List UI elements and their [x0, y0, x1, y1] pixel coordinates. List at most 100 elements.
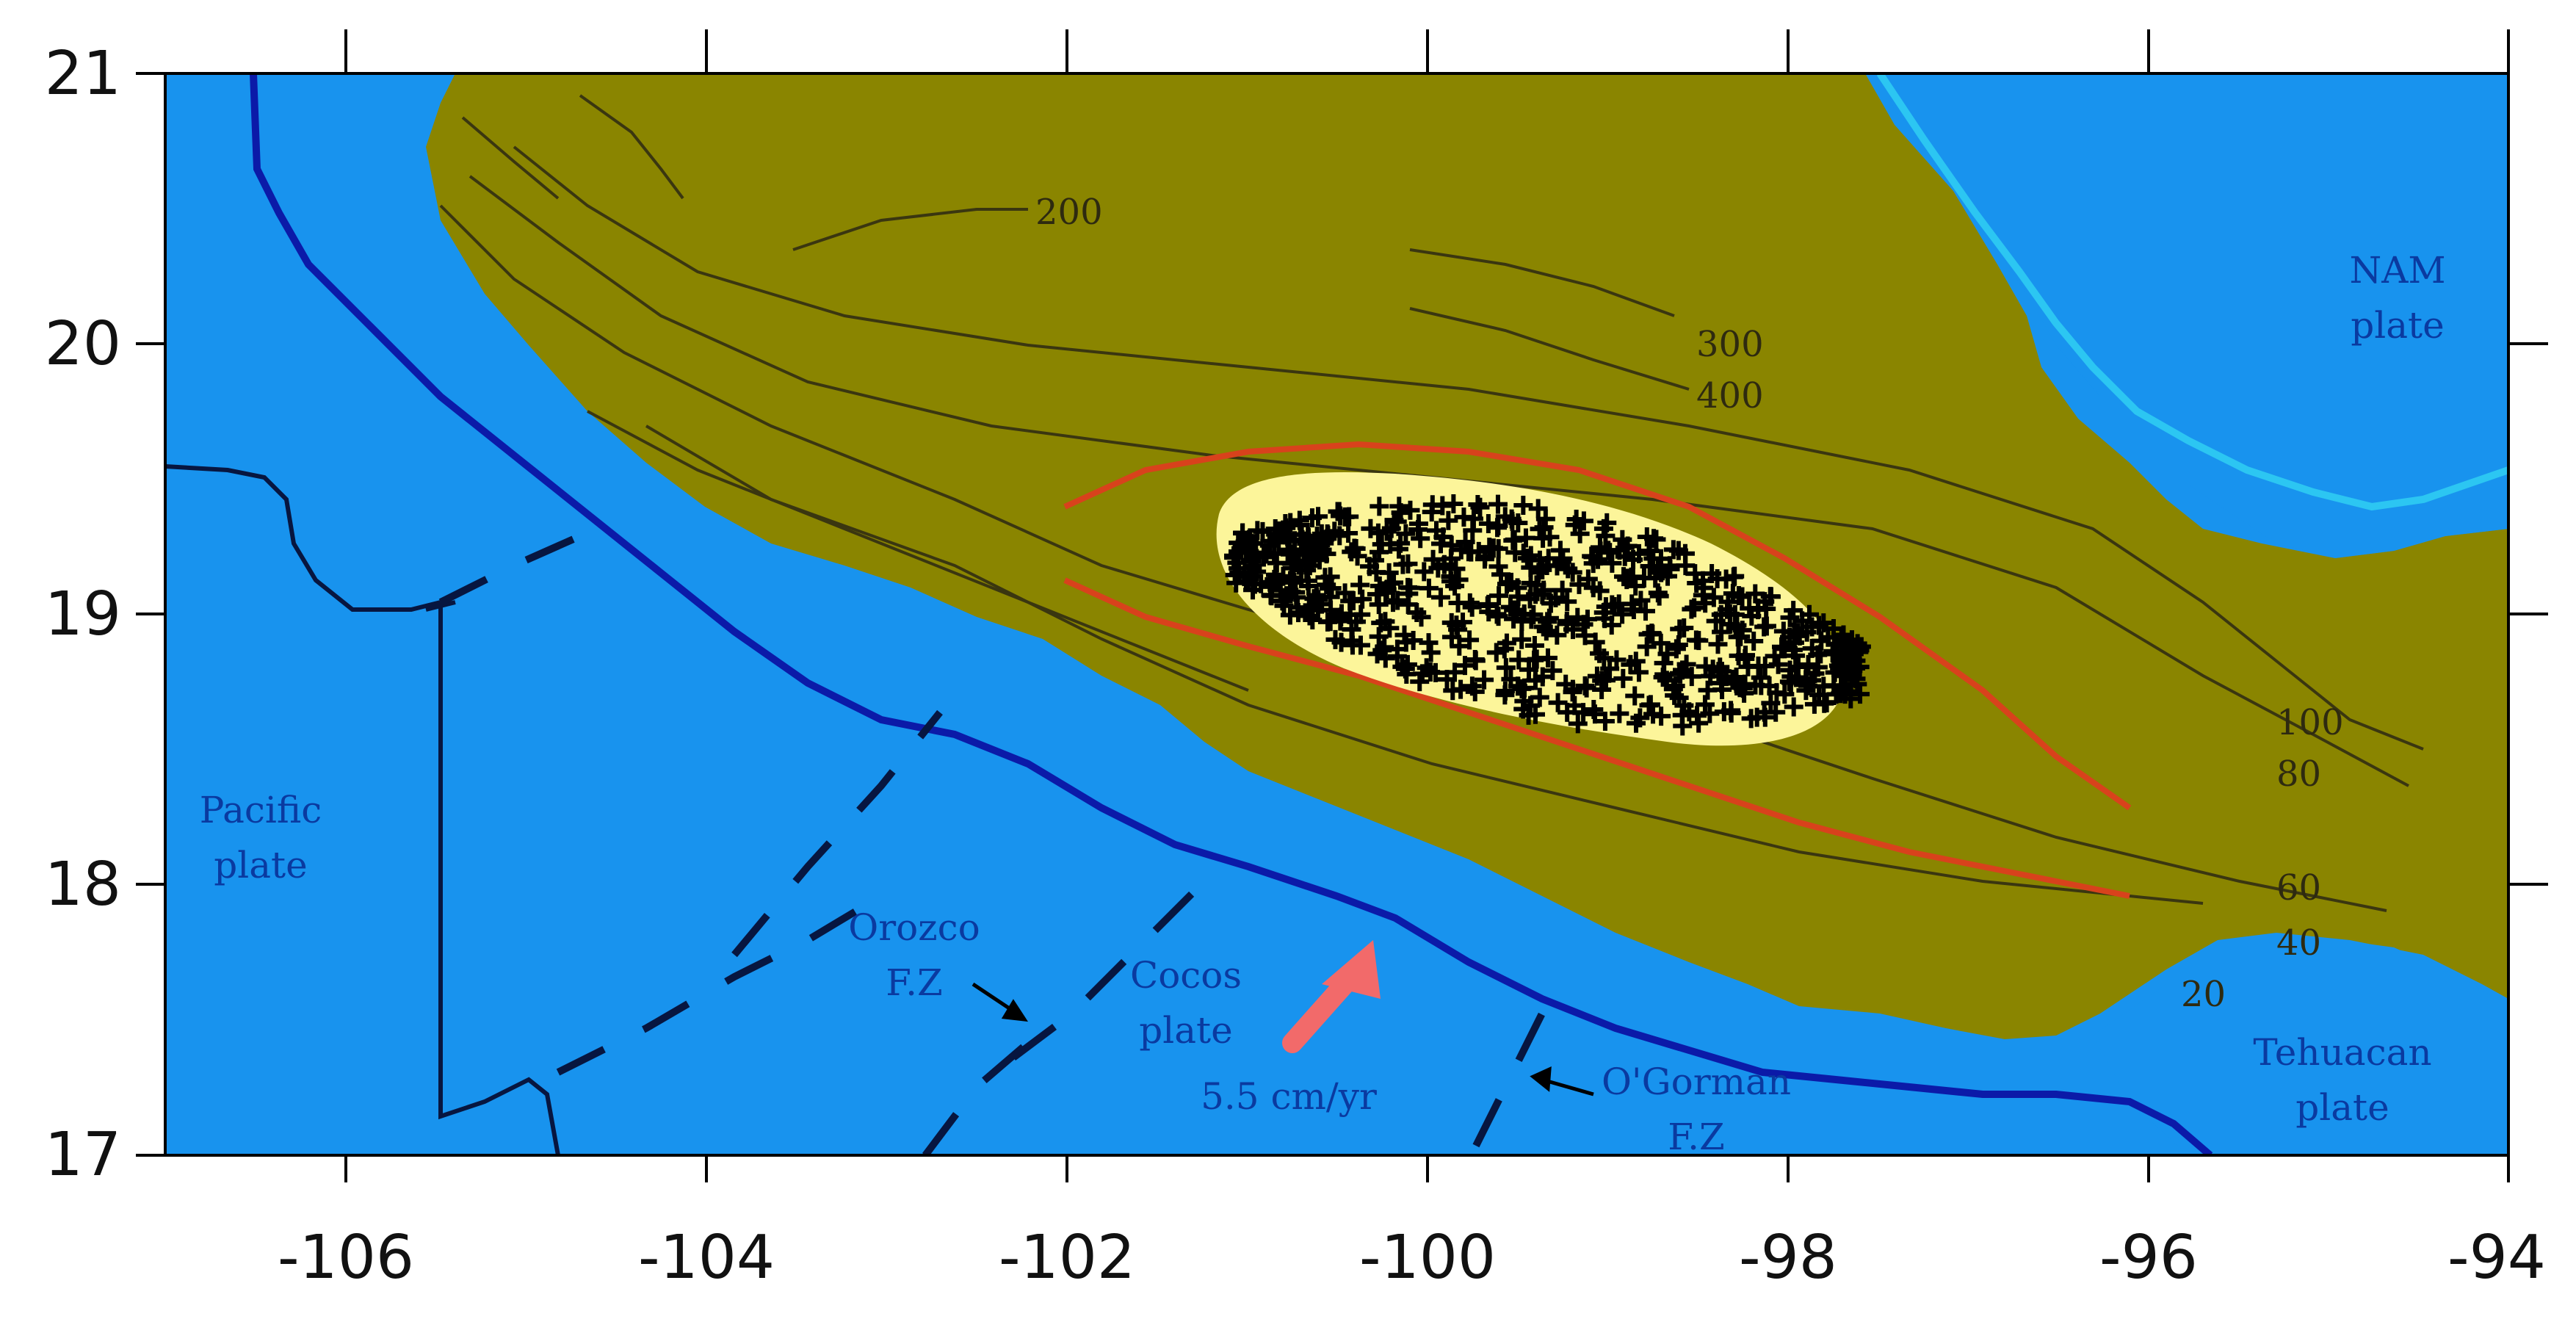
event-cross: [1470, 497, 1490, 517]
event-cross: [1626, 576, 1646, 596]
contour-label-60: 60: [2276, 867, 2321, 908]
event-cross: [1583, 578, 1603, 598]
contour-label-80: 80: [2276, 754, 2321, 795]
event-cross: [1809, 615, 1829, 635]
event-cross: [1465, 650, 1485, 670]
event-cross: [1241, 550, 1261, 570]
event-cross: [1663, 679, 1683, 699]
event-cross: [1621, 654, 1640, 674]
event-cross: [1521, 573, 1541, 593]
event-cross: [1388, 590, 1408, 610]
contour-100-line: [513, 145, 2424, 751]
event-cross: [1712, 679, 1732, 699]
orozco-fz-line: [556, 892, 883, 1076]
event-cross: [1798, 654, 1818, 674]
event-cross: [1507, 600, 1527, 620]
event-cross: [1761, 693, 1781, 713]
event-cross: [1649, 586, 1669, 606]
contour-label-300: 300: [1696, 324, 1764, 365]
event-cross: [1602, 553, 1622, 573]
event-cross: [1709, 662, 1729, 682]
event-cross: [1533, 667, 1552, 687]
event-cross: [1533, 528, 1553, 548]
x-tick-label: -100: [1359, 1223, 1496, 1293]
y-tick-label: 19: [45, 579, 121, 649]
contour-upper-2: [461, 116, 560, 200]
event-cross: [1397, 664, 1417, 684]
event-cross: [1309, 550, 1329, 570]
event-cross: [1488, 494, 1508, 514]
event-cross: [1548, 693, 1568, 712]
trench-line: [250, 73, 2213, 1155]
event-cross: [1370, 496, 1389, 516]
ogorman-fz-label: O'Gorman: [1602, 1061, 1791, 1103]
event-cross: [1325, 629, 1345, 649]
orozco-arrow-head: [1001, 999, 1028, 1022]
x-tick-label: -96: [2099, 1223, 2198, 1293]
y-tick-label: 21: [45, 39, 121, 109]
event-cross: [1629, 543, 1649, 563]
contour-60-line: [439, 204, 2387, 912]
cocos-fz-line: [1011, 864, 1222, 1061]
event-cross: [1486, 643, 1506, 662]
fz-arrows: [972, 982, 1594, 1096]
ogorman-arrow-head: [1530, 1066, 1552, 1092]
event-cross: [1695, 695, 1715, 715]
x-tick-label: -106: [278, 1223, 414, 1293]
event-cross: [1408, 520, 1428, 540]
event-cross: [1419, 578, 1439, 598]
event-cross: [1718, 592, 1738, 612]
event-cross: [1558, 559, 1578, 579]
event-cross: [1372, 535, 1392, 554]
event-cross: [1744, 632, 1764, 651]
event-cross: [1489, 586, 1509, 606]
event-cross: [1525, 704, 1545, 724]
event-cross: [1557, 592, 1577, 612]
y-tick-label: 18: [45, 850, 121, 920]
event-cross: [1595, 711, 1615, 731]
y-tick-label: 20: [45, 309, 121, 379]
event-cross: [1851, 637, 1871, 657]
event-cross: [1779, 672, 1799, 692]
event-cross: [1666, 639, 1686, 659]
fracture-zones: [438, 532, 1560, 1155]
event-crosses: [1224, 494, 1871, 736]
contour-label-100: 100: [2276, 702, 2344, 743]
event-cross: [1414, 562, 1434, 582]
event-cross: [1557, 611, 1577, 631]
event-cross: [1430, 588, 1450, 607]
event-cross: [1389, 496, 1409, 516]
event-cross: [1590, 538, 1610, 557]
event-cross: [1610, 704, 1629, 723]
event-cross: [1613, 604, 1632, 624]
event-cross: [1483, 538, 1503, 558]
nam-plate-label: NAM: [2349, 249, 2445, 292]
pacific-plate-label: Pacific: [200, 789, 322, 831]
event-cross: [1370, 576, 1389, 596]
event-cross: [1410, 672, 1430, 692]
event-cross: [1411, 529, 1430, 549]
event-cross: [1329, 502, 1349, 521]
event-cross: [1574, 703, 1593, 723]
contour-300-line: [1409, 248, 1675, 317]
fz-north: [438, 532, 582, 606]
y-axis: [136, 72, 2548, 1157]
event-cross: [1590, 643, 1610, 663]
event-cross: [1462, 597, 1482, 617]
contour-400-line: [1409, 307, 1690, 391]
contour-label-20: 20: [2181, 974, 2226, 1015]
event-cross: [1736, 646, 1756, 665]
event-cross: [1361, 519, 1381, 538]
event-cross: [1462, 676, 1482, 696]
event-cross: [1504, 609, 1524, 629]
event-cross: [1596, 671, 1616, 690]
event-cross: [1302, 508, 1322, 528]
event-cross: [1653, 668, 1673, 687]
orozco-fz-label-2: F.Z: [886, 961, 943, 1004]
event-cross: [1399, 584, 1419, 604]
event-cross: [1751, 668, 1770, 687]
event-cross: [1495, 685, 1515, 705]
event-cross: [1387, 646, 1407, 666]
event-cross: [1796, 671, 1816, 691]
event-cross: [1534, 580, 1554, 600]
